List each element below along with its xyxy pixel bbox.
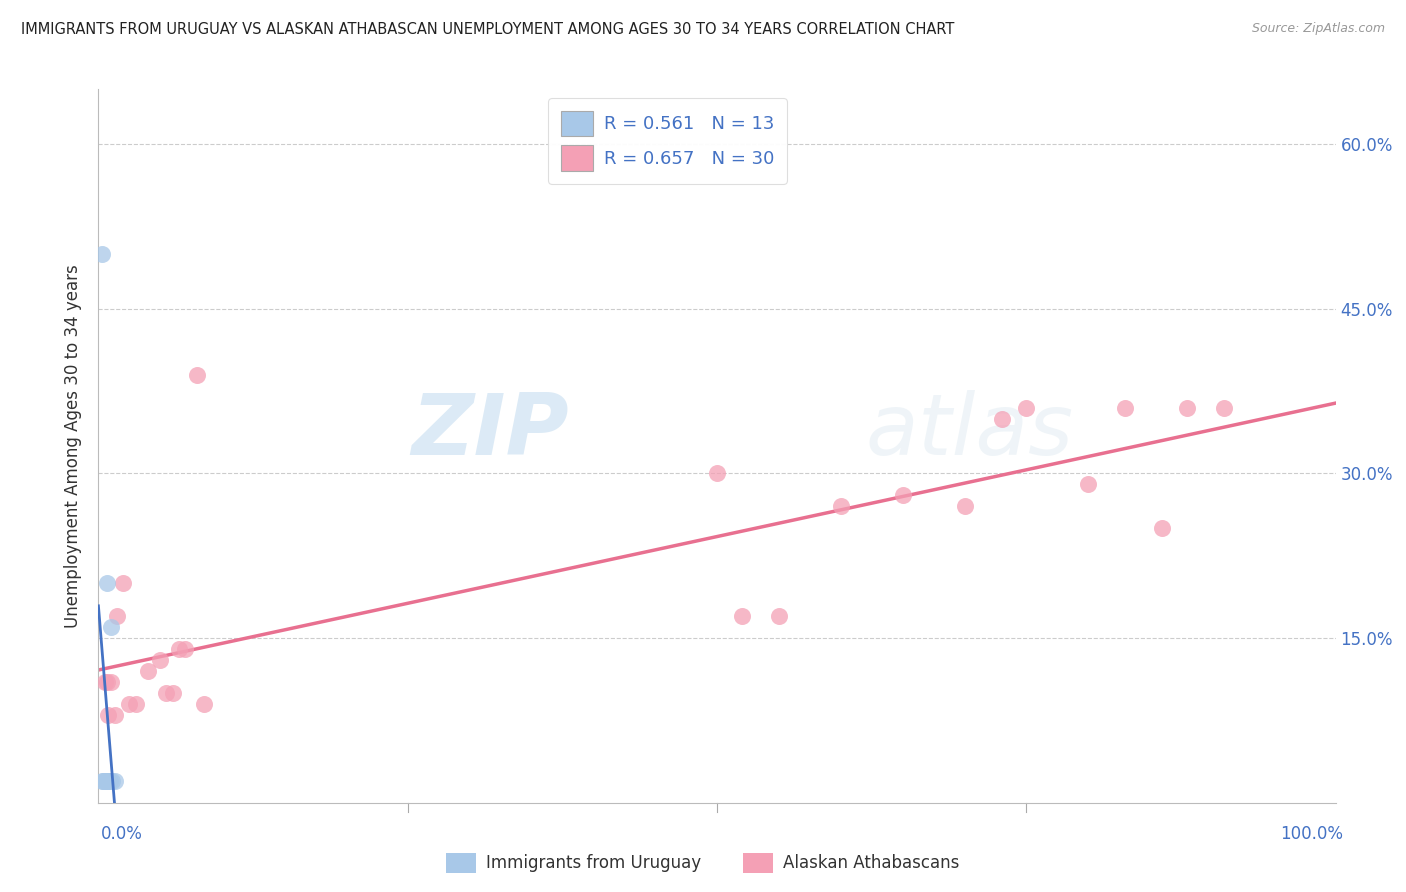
Point: [97, 773, 120, 788]
Text: ZIP: ZIP: [411, 390, 568, 474]
Legend: Immigrants from Uruguay, Alaskan Athabascans: Immigrants from Uruguay, Alaskan Athabas…: [440, 847, 966, 880]
Point: [1015, 401, 1038, 415]
Point: [98, 773, 121, 788]
Point: [1114, 401, 1136, 415]
Point: [162, 686, 184, 700]
Point: [149, 653, 172, 667]
Y-axis label: Unemployment Among Ages 30 to 34 years: Unemployment Among Ages 30 to 34 years: [65, 264, 83, 628]
Point: [167, 642, 190, 657]
Point: [100, 675, 122, 690]
Point: [136, 664, 159, 678]
Point: [118, 697, 141, 711]
Point: [112, 576, 135, 591]
Text: atlas: atlas: [866, 390, 1074, 474]
Point: [91, 773, 114, 788]
Text: Source: ZipAtlas.com: Source: ZipAtlas.com: [1251, 22, 1385, 36]
Point: [1175, 401, 1198, 415]
Point: [103, 773, 125, 788]
Legend: R = 0.561   N = 13, R = 0.657   N = 30: R = 0.561 N = 13, R = 0.657 N = 30: [548, 98, 787, 184]
Point: [953, 500, 976, 514]
Point: [1152, 521, 1174, 535]
Point: [96, 675, 118, 690]
Point: [731, 609, 754, 624]
Point: [706, 467, 728, 481]
Point: [96, 773, 118, 788]
Point: [94, 773, 117, 788]
Point: [830, 500, 852, 514]
Point: [891, 488, 914, 502]
Point: [124, 697, 146, 711]
Point: [100, 620, 122, 634]
Point: [105, 609, 128, 624]
Point: [94, 773, 117, 788]
Point: [155, 686, 177, 700]
Point: [1213, 401, 1236, 415]
Text: 100.0%: 100.0%: [1279, 825, 1343, 843]
Point: [97, 708, 120, 723]
Point: [193, 697, 215, 711]
Point: [768, 609, 790, 624]
Point: [96, 576, 118, 591]
Point: [186, 368, 208, 382]
Point: [93, 675, 115, 690]
Text: IMMIGRANTS FROM URUGUAY VS ALASKAN ATHABASCAN UNEMPLOYMENT AMONG AGES 30 TO 34 Y: IMMIGRANTS FROM URUGUAY VS ALASKAN ATHAB…: [21, 22, 955, 37]
Point: [93, 773, 115, 788]
Point: [103, 708, 125, 723]
Point: [174, 642, 197, 657]
Point: [91, 247, 114, 261]
Point: [93, 773, 115, 788]
Point: [1077, 477, 1099, 491]
Point: [101, 773, 124, 788]
Point: [990, 411, 1012, 425]
Text: 0.0%: 0.0%: [101, 825, 143, 843]
